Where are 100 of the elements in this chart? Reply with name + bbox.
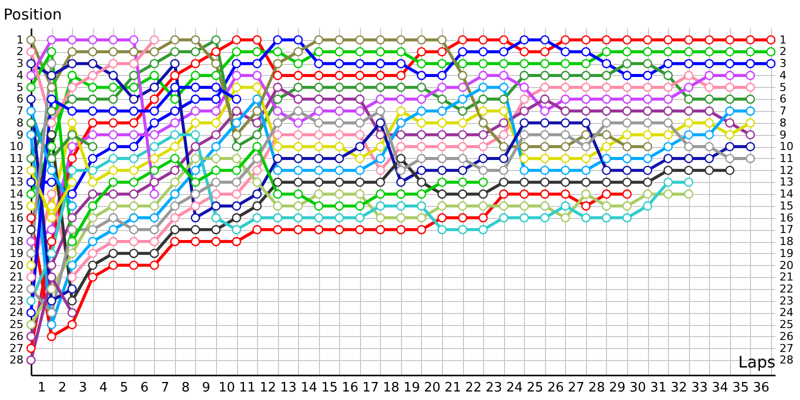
point (725, 106, 734, 116)
point (170, 70, 180, 80)
point (663, 47, 673, 56)
point (88, 35, 98, 45)
point (170, 35, 180, 45)
point (46, 35, 56, 45)
point (211, 82, 221, 92)
point (46, 308, 56, 318)
point (766, 58, 776, 68)
point (129, 178, 138, 187)
point (684, 130, 694, 140)
point (478, 213, 488, 222)
point (294, 58, 303, 68)
point (232, 213, 242, 222)
point (725, 94, 734, 104)
y-tick-label: 14 (10, 188, 24, 201)
point (458, 213, 468, 222)
point (746, 70, 755, 80)
point (67, 70, 77, 80)
point (129, 236, 138, 246)
point (478, 70, 488, 80)
y2-tick-label: 5 (780, 80, 786, 94)
point (294, 47, 303, 56)
point (211, 47, 221, 56)
point (26, 236, 36, 246)
point (416, 47, 426, 56)
point (67, 320, 77, 330)
point (499, 130, 508, 140)
point (67, 35, 77, 45)
point (396, 82, 406, 92)
point (170, 213, 180, 222)
point (232, 58, 242, 68)
x-tick-label: 22 (465, 380, 482, 396)
point (150, 35, 159, 45)
point (108, 201, 118, 211)
x-tick-label: 21 (444, 380, 462, 396)
point (26, 225, 36, 234)
point (478, 82, 488, 92)
point (211, 189, 221, 199)
point (129, 213, 138, 222)
point (26, 58, 36, 68)
point (602, 35, 612, 45)
point (108, 260, 118, 270)
point (540, 106, 550, 116)
point (560, 35, 570, 45)
x-tick-label: 14 (300, 380, 318, 396)
y-tick-label: 17 (10, 223, 24, 236)
point (416, 130, 426, 140)
point (458, 142, 468, 152)
point (211, 213, 221, 222)
point (211, 225, 221, 234)
point (663, 118, 673, 128)
point (252, 70, 262, 80)
x-tick-label: 8 (182, 380, 190, 396)
point (540, 70, 550, 80)
point (129, 47, 138, 56)
point (150, 70, 159, 80)
point (602, 47, 612, 56)
point (663, 154, 673, 164)
point (170, 225, 180, 234)
point (663, 94, 673, 104)
y-tick-label: 12 (10, 164, 24, 177)
point (416, 142, 426, 152)
point (560, 201, 570, 211)
point (520, 82, 529, 92)
point (232, 236, 242, 246)
point (560, 94, 570, 104)
point (376, 189, 386, 199)
point (581, 94, 591, 104)
x-tick-label: 32 (670, 380, 688, 396)
point (520, 213, 529, 222)
point (190, 189, 200, 199)
point (108, 58, 118, 68)
point (190, 154, 200, 164)
point (108, 189, 118, 199)
point (540, 154, 550, 164)
point (232, 154, 242, 164)
point (334, 35, 344, 45)
point (540, 201, 550, 211)
point (26, 308, 36, 318)
point (458, 70, 468, 80)
y-tick-label: 10 (10, 140, 24, 154)
point (334, 201, 344, 211)
point (294, 225, 303, 234)
point (46, 201, 56, 211)
point (540, 35, 550, 45)
point (746, 35, 755, 45)
point (272, 118, 282, 128)
point (46, 142, 56, 152)
point (108, 47, 118, 56)
point (622, 35, 632, 45)
point (314, 166, 324, 175)
point (725, 118, 734, 128)
x-tick-label: 36 (752, 380, 770, 396)
point (334, 70, 344, 80)
point (355, 47, 364, 56)
point (314, 70, 324, 80)
x-tick-label: 9 (202, 380, 210, 396)
y2-tick-label: 25 (780, 318, 794, 332)
point (540, 189, 550, 199)
